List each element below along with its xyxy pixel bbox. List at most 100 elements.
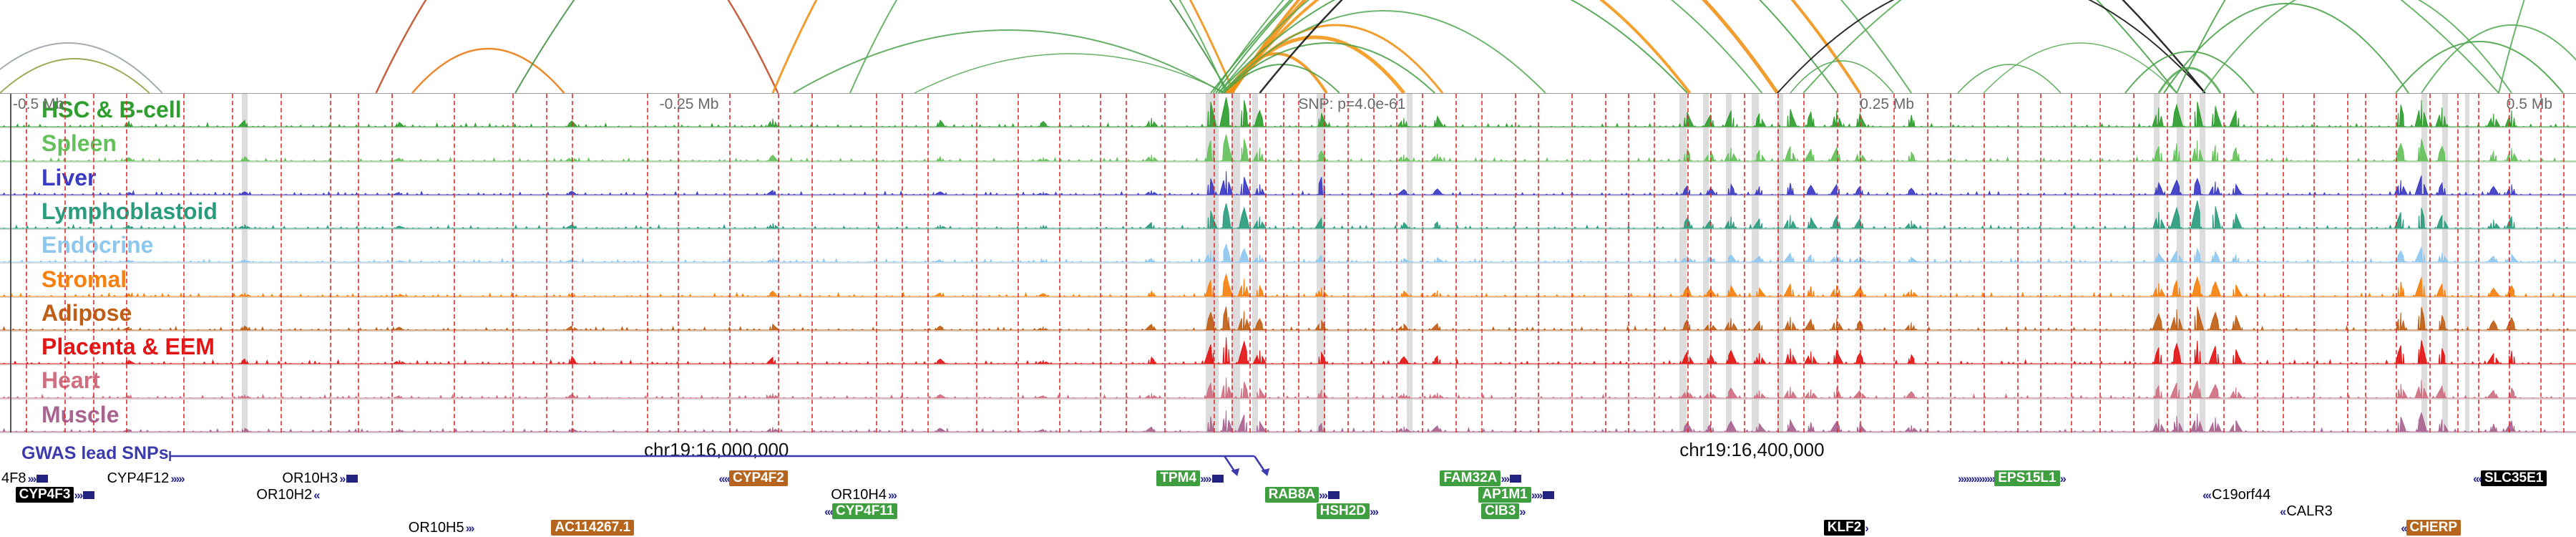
gene-slc35e1[interactable]: ‹‹‹ SLC35E1 bbox=[2473, 470, 2547, 486]
interaction-arc bbox=[2157, 67, 2222, 93]
snp-gridline bbox=[1100, 94, 1102, 432]
strand-chevrons: › bbox=[1865, 521, 1869, 535]
signal-plot bbox=[0, 200, 2576, 230]
snp-gridline bbox=[126, 94, 128, 432]
snp-gridline bbox=[546, 94, 548, 432]
gene-label: 4F8 bbox=[1, 470, 26, 486]
interaction-arc bbox=[1223, 64, 1340, 93]
exon-box bbox=[1211, 474, 1224, 483]
snp-gridline bbox=[2099, 94, 2101, 432]
gene-cib3[interactable]: CIB3 ›› bbox=[1481, 503, 1526, 519]
gene-fam32a[interactable]: FAM32A ››› bbox=[1440, 470, 1523, 486]
snp-gridline bbox=[2563, 94, 2565, 432]
track-label[interactable]: Stromal bbox=[42, 266, 127, 292]
track-row-heart[interactable]: Heart bbox=[0, 364, 2576, 400]
track-label[interactable]: Spleen bbox=[42, 130, 117, 157]
track-row-liver[interactable]: Liver bbox=[0, 162, 2576, 196]
snp-gridline bbox=[811, 94, 813, 432]
snp-gridline bbox=[1126, 94, 1128, 432]
interaction-arc bbox=[1777, 0, 2206, 93]
gene-cyp4f11[interactable]: ‹‹‹ CYP4F11 bbox=[824, 503, 898, 519]
track-label[interactable]: Placenta & EEM bbox=[42, 334, 215, 360]
track-label[interactable]: Lymphoblastoid bbox=[42, 198, 218, 224]
track-label[interactable]: Muscle bbox=[42, 401, 119, 427]
gene-tpm4[interactable]: TPM4 ›››› bbox=[1156, 470, 1224, 486]
snp-gridline bbox=[976, 94, 978, 432]
strand-chevrons: ››› bbox=[74, 488, 83, 502]
track-row-spleen[interactable]: Spleen bbox=[0, 127, 2576, 163]
gene-label: CYP4F2 bbox=[729, 470, 788, 486]
strand-chevrons: ‹‹‹‹ bbox=[718, 471, 731, 485]
track-row-lymphoblastoid[interactable]: Lymphoblastoid bbox=[0, 195, 2576, 231]
snp-gridline bbox=[1298, 94, 1300, 432]
snp-gridline bbox=[2223, 94, 2225, 432]
snp-gridline bbox=[391, 94, 394, 432]
track-row-muscle[interactable]: Muscle bbox=[0, 399, 2576, 433]
gene-calr3[interactable]: ‹‹ CALR3 bbox=[2280, 503, 2334, 519]
track-label[interactable]: Adipose bbox=[42, 299, 132, 326]
snp-gridline bbox=[1836, 94, 1838, 432]
gene-cherp[interactable]: ‹‹ CHERP bbox=[2401, 520, 2462, 536]
interaction-arc bbox=[0, 58, 150, 93]
snp-gridline bbox=[2166, 94, 2168, 432]
gene-label: AP1M1 bbox=[1478, 487, 1531, 503]
strand-chevrons: ››› bbox=[1370, 504, 1379, 518]
ruler-label: 0.5 Mb bbox=[2506, 96, 2552, 112]
exon-box bbox=[1510, 474, 1522, 483]
snp-gridline bbox=[1455, 94, 1457, 432]
snp-gridline bbox=[1249, 94, 1251, 432]
snp-gridline bbox=[1018, 94, 1019, 432]
track-label[interactable]: Liver bbox=[42, 164, 97, 190]
snp-gridline bbox=[1282, 94, 1284, 432]
interaction-arc bbox=[1218, 0, 1763, 93]
interaction-arc bbox=[771, 0, 1235, 93]
snp-gridline bbox=[1264, 94, 1267, 432]
snp-gridline bbox=[1628, 94, 1630, 432]
gene-rab8a[interactable]: RAB8A ››› bbox=[1264, 487, 1341, 503]
snp-gridline bbox=[728, 94, 731, 432]
track-row-adipose[interactable]: Adipose bbox=[0, 297, 2576, 332]
snp-gridline bbox=[64, 94, 66, 432]
strand-chevrons: ››› bbox=[27, 471, 36, 485]
gene-c19orf44[interactable]: ‹‹‹ C19orf44 bbox=[2202, 487, 2272, 503]
gene-4f8[interactable]: 4F8 ››› bbox=[0, 470, 49, 486]
snp-gridline bbox=[1687, 94, 1689, 432]
track-row-endocrine[interactable]: Endocrine bbox=[0, 229, 2576, 264]
gene-klf2[interactable]: KLF2 › bbox=[1823, 520, 1869, 536]
snp-gridline bbox=[329, 94, 331, 432]
track-label[interactable]: Endocrine bbox=[42, 232, 154, 258]
gwas-lead-snps-label[interactable]: GWAS lead SNPs bbox=[21, 443, 169, 463]
track-label[interactable]: Heart bbox=[42, 367, 100, 394]
gene-cyp4f3[interactable]: CYP4F3 ››› bbox=[15, 487, 97, 503]
strand-chevrons: ‹‹ bbox=[313, 488, 320, 502]
ruler-label: 0.25 Mb bbox=[1860, 96, 1915, 112]
strand-chevrons: ›› bbox=[2059, 471, 2067, 485]
gene-ac114267-1[interactable]: AC114267.1 bbox=[551, 520, 635, 536]
gene-label: CIB3 bbox=[1481, 503, 1520, 519]
snp-gridline bbox=[927, 94, 929, 432]
chr-coordinate-right: chr19:16,400,000 bbox=[1679, 439, 1825, 460]
gene-label: KLF2 bbox=[1823, 520, 1865, 536]
gene-label: CYP4F3 bbox=[15, 487, 74, 503]
snp-gridline bbox=[2457, 94, 2459, 432]
snp-gridline bbox=[2509, 94, 2511, 432]
interaction-arc bbox=[1227, 0, 1692, 93]
gene-or10h2[interactable]: OR10H2 ‹‹ bbox=[255, 487, 320, 503]
gene-or10h5[interactable]: OR10H5 ››› bbox=[407, 520, 475, 536]
gene-ap1m1[interactable]: AP1M1 ›››› bbox=[1478, 487, 1556, 503]
gene-eps15l1[interactable]: ›››››››››››››› EPS15L1 ›› bbox=[1958, 470, 2067, 486]
track-row-placenta-eem[interactable]: Placenta & EEM bbox=[0, 331, 2576, 366]
gwas-snp-arrowhead bbox=[1261, 468, 1270, 476]
track-row-stromal[interactable]: Stromal bbox=[0, 263, 2576, 298]
interaction-arc bbox=[411, 47, 565, 93]
gene-hsh2d[interactable]: HSH2D ››› bbox=[1316, 503, 1379, 519]
gene-or10h3[interactable]: OR10H3 ›› bbox=[280, 470, 358, 486]
interaction-arc bbox=[2202, 0, 2512, 93]
snp-gridline bbox=[2396, 94, 2397, 432]
gene-or10h4[interactable]: OR10H4 ››› bbox=[829, 487, 897, 503]
signal-plot bbox=[0, 243, 2576, 263]
gene-cyp4f12[interactable]: CYP4F12 ››››› bbox=[106, 470, 185, 486]
gene-cyp4f2[interactable]: ‹‹‹‹ CYP4F2 bbox=[718, 470, 788, 486]
annotation-area: chr19:16,000,000 chr19:16,400,000 GWAS l… bbox=[0, 432, 2576, 537]
strand-chevrons: ›››››››››››››› bbox=[1958, 471, 1996, 485]
